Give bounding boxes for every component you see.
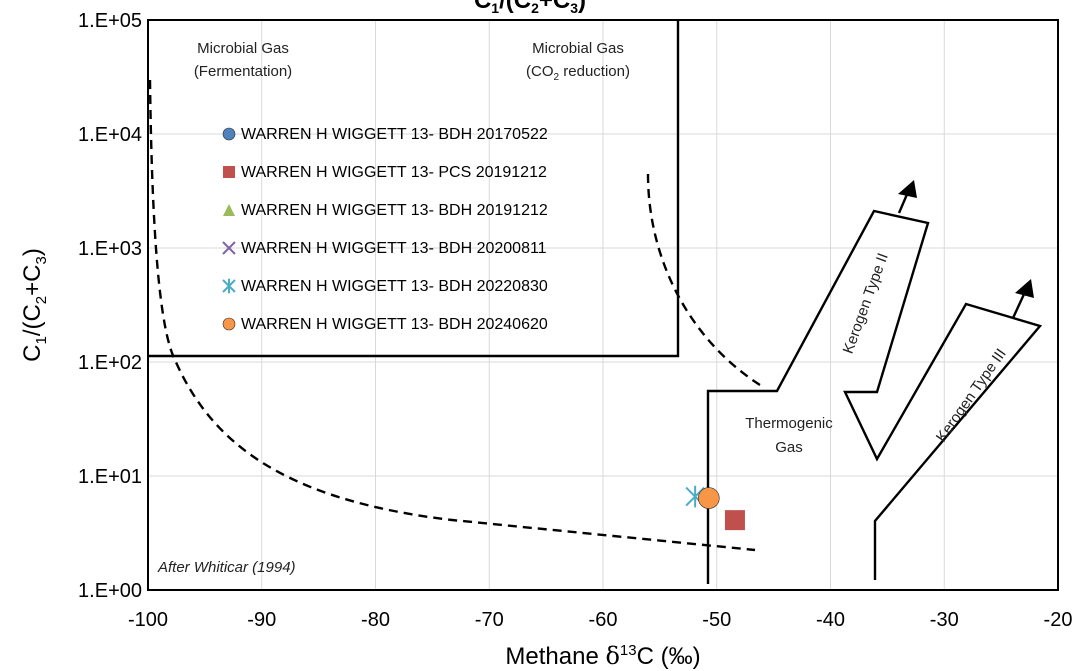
legend-item: WARREN H WIGGETT 13- BDH 20170522 bbox=[222, 126, 548, 143]
legend-item: WARREN H WIGGETT 13- BDH 20191212 bbox=[223, 202, 548, 219]
x-tick-label: -60 bbox=[589, 609, 618, 631]
x-axis-title: Methane δ13C (‰) bbox=[505, 642, 700, 670]
chart-title: C1/(C2+C3) bbox=[474, 0, 586, 16]
y-tick-label: 1.E+04 bbox=[78, 124, 142, 146]
co2-reduction-label-line2: (CO2 reduction) bbox=[526, 63, 630, 83]
x-tick-label: -70 bbox=[475, 609, 504, 631]
fermentation-boundary-curve bbox=[148, 79, 756, 552]
data-point bbox=[724, 510, 745, 531]
x-tick-label: -30 bbox=[930, 609, 959, 631]
legend-item: WARREN H WIGGETT 13- BDH 20220830 bbox=[222, 278, 548, 295]
legend-label: WARREN H WIGGETT 13- BDH 20191212 bbox=[241, 202, 548, 219]
legend-label: WARREN H WIGGETT 13- PCS 20191212 bbox=[241, 164, 547, 181]
thermogenic-label-line1: Thermogenic bbox=[745, 415, 833, 432]
x-tick-label: -20 bbox=[1044, 609, 1073, 631]
fermentation-label-line1: Microbial Gas bbox=[197, 40, 289, 57]
x-tick-label: -50 bbox=[702, 609, 731, 631]
y-tick-label: 1.E+05 bbox=[78, 10, 142, 32]
legend-item: WARREN H WIGGETT 13- BDH 20200811 bbox=[222, 240, 547, 257]
legend-label: WARREN H WIGGETT 13- BDH 20200811 bbox=[241, 240, 547, 257]
y-tick-label: 1.E+01 bbox=[78, 466, 142, 488]
x-tick-label: -80 bbox=[361, 609, 390, 631]
legend: WARREN H WIGGETT 13- BDH 20170522 WARREN … bbox=[222, 126, 548, 333]
legend-item: WARREN H WIGGETT 13- BDH 20240620 bbox=[222, 316, 548, 333]
kerogen-ii-arrow-head bbox=[898, 180, 917, 198]
marker-circle bbox=[697, 487, 720, 509]
y-tick-label: 1.E+03 bbox=[78, 238, 142, 260]
legend-item: WARREN H WIGGETT 13- PCS 20191212 bbox=[223, 164, 547, 181]
tick-labels: -100 -90 -80 -70 -60 -50 -40 -30 -20 1.E+00 1.E+01… bbox=[78, 10, 1072, 631]
marker-star bbox=[222, 278, 236, 294]
thermogenic-outline bbox=[706, 209, 1043, 584]
legend-label: WARREN H WIGGETT 13- BDH 20240620 bbox=[241, 316, 548, 333]
kerogen-iii-arrow-head bbox=[1015, 279, 1034, 298]
microbial-box-outline bbox=[148, 20, 680, 358]
grid-layer bbox=[147, 19, 1059, 591]
data-points bbox=[685, 485, 745, 531]
source-note: After Whiticar (1994) bbox=[157, 559, 296, 576]
y-tick-label: 1.E+00 bbox=[78, 580, 142, 602]
x-tick-label: -40 bbox=[816, 609, 845, 631]
legend-label: WARREN H WIGGETT 13- BDH 20220830 bbox=[241, 278, 548, 295]
co2-reduction-label-line1: Microbial Gas bbox=[532, 40, 624, 57]
marker-triangle bbox=[223, 204, 235, 216]
fermentation-label-line2: (Fermentation) bbox=[194, 63, 292, 80]
legend-label: WARREN H WIGGETT 13- BDH 20170522 bbox=[241, 126, 548, 143]
x-tick-label: -90 bbox=[247, 609, 276, 631]
marker-x bbox=[222, 241, 236, 255]
y-axis-title: C1/(C2+C3) bbox=[19, 248, 50, 362]
data-point bbox=[697, 487, 720, 509]
x-tick-label: -100 bbox=[128, 609, 168, 631]
kerogen-ii-label: Kerogen Type II bbox=[840, 251, 892, 356]
kerogen-iii-arrow-line bbox=[1011, 291, 1027, 319]
marker-square bbox=[223, 166, 235, 178]
marker-square bbox=[724, 510, 745, 531]
zone-outlines bbox=[148, 20, 1043, 584]
plot-frame bbox=[147, 19, 1059, 591]
thermogenic-label-line2: Gas bbox=[775, 439, 803, 456]
y-tick-label: 1.E+02 bbox=[78, 352, 142, 374]
co2-reduction-boundary-curve bbox=[646, 173, 761, 387]
marker-circle bbox=[222, 127, 236, 141]
marker-circle bbox=[222, 317, 236, 331]
